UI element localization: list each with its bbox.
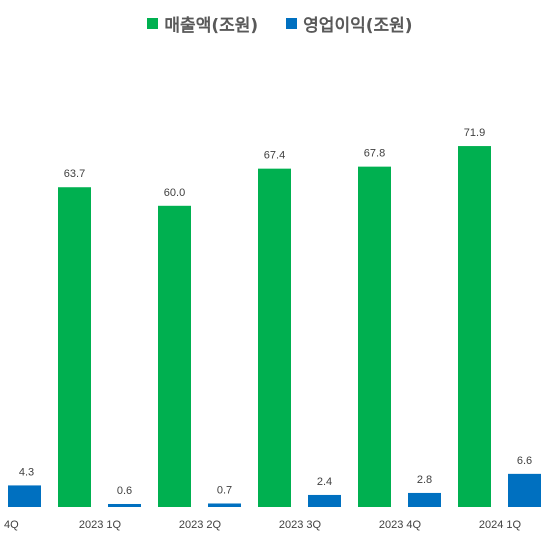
legend: 매출액(조원) 영업이익(조원): [0, 8, 560, 38]
data-label-revenue-4: 67.8: [364, 148, 385, 160]
data-label-revenue-2: 60.0: [164, 187, 185, 199]
bar-operating-profit-0: [8, 485, 41, 507]
bar-revenue-2: [158, 205, 191, 508]
data-label-operating-profit-5: 6.6: [517, 455, 532, 467]
x-tick-label-3: 2023 3Q: [279, 519, 322, 531]
legend-label-revenue: 매출액(조원): [164, 15, 259, 36]
legend-label-operating-profit: 영업이익(조원): [303, 15, 413, 36]
bar-operating-profit-5: [508, 473, 541, 507]
data-label-operating-profit-0: 4.3: [19, 466, 34, 478]
bar-operating-profit-1: [108, 503, 141, 507]
data-label-revenue-3: 67.4: [264, 150, 285, 162]
x-tick-label-0: 4Q: [4, 519, 19, 531]
bar-revenue-1: [58, 187, 91, 507]
x-tick-label-4: 2023 4Q: [379, 519, 422, 531]
data-label-revenue-1: 63.7: [64, 168, 85, 180]
x-tick-label-2: 2023 2Q: [179, 519, 222, 531]
legend-item-operating-profit: 영업이익(조원): [286, 11, 413, 36]
legend-swatch-revenue: [147, 17, 159, 29]
legend-swatch-operating-profit: [286, 17, 298, 29]
bar-operating-profit-2: [208, 503, 241, 507]
data-label-operating-profit-4: 2.8: [417, 474, 432, 486]
x-tick-label-1: 2023 1Q: [79, 519, 122, 531]
data-label-revenue-5: 71.9: [464, 127, 485, 139]
legend-item-revenue: 매출액(조원): [147, 11, 258, 36]
x-tick-label-5: 2024 1Q: [479, 519, 522, 531]
bar-operating-profit-3: [308, 494, 341, 507]
data-label-operating-profit-1: 0.6: [117, 485, 132, 497]
bar-revenue-5: [458, 146, 491, 507]
bar-revenue-4: [358, 166, 391, 508]
bar-revenue-3: [258, 168, 291, 508]
data-label-operating-profit-2: 0.7: [217, 484, 232, 496]
bar-operating-profit-4: [408, 492, 441, 507]
data-label-operating-profit-3: 2.4: [317, 476, 332, 488]
